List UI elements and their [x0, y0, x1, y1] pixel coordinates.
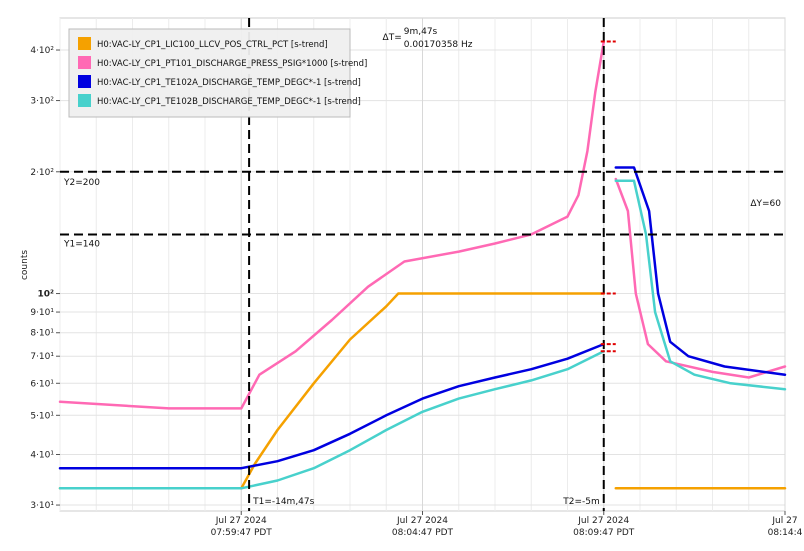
x-axis-ticks: Jul 27 2024 07:59:47 PDT Jul 27 2024 08:04:…: [211, 511, 803, 538]
legend-label-4: H0:VAC-LY_CP1_TE102B_DISCHARGE_TEMP_DEGC…: [97, 97, 361, 107]
x-tick-time: 08:04:47 PDT: [392, 528, 454, 538]
y-tick-label: 3·10¹: [30, 501, 54, 511]
series-line-4: [58, 350, 606, 490]
legend-box: [68, 28, 351, 118]
y-tick-label: 3·10²: [30, 97, 54, 107]
y-axis-ticks: 3·10¹ 4·10¹ 5·10¹ 6·10¹ 7·10¹ 8·10¹ 9·10¹ 10² 2·…: [30, 46, 60, 511]
cursor-y1-label: Y1=140: [63, 239, 100, 249]
legend-label-3: H0:VAC-LY_CP1_TE102A_DISCHARGE_TEMP_DEGC…: [97, 78, 361, 88]
x-tick-time: 07:59:47 PDT: [211, 528, 273, 538]
legend-label-2: H0:VAC-LY_CP1_PT101_DISCHARGE_PRESS_PSIG…: [97, 59, 367, 69]
cursor-t1-label: T1=-14m,47s: [252, 497, 315, 507]
y-tick-label: 2·10²: [30, 168, 54, 178]
legend-label-1: H0:VAC-LY_CP1_LIC100_LLCV_POS_CTRL_PCT […: [97, 40, 328, 50]
legend: H0:VAC-LY_CP1_LIC100_LLCV_POS_CTRL_PCT […: [68, 28, 367, 118]
series-line-2: [58, 40, 606, 410]
series-line-3: [58, 342, 606, 470]
y-tick-label: 5·10¹: [30, 411, 54, 421]
legend-swatch-3: [78, 75, 91, 88]
y-tick-label: 9·10¹: [30, 308, 54, 318]
delta-t-label: 9m,47s: [404, 27, 438, 37]
delta-y-label: ΔY=60: [750, 199, 781, 209]
legend-swatch-2: [78, 56, 91, 69]
y-tick-label: 10²: [38, 290, 55, 300]
cursor-y2-label: Y2=200: [63, 178, 100, 188]
legend-swatch-4: [78, 94, 91, 107]
cursor-t2-label: T2=-5m: [562, 497, 600, 507]
legend-swatch-1: [78, 37, 91, 50]
y-tick-label: 4·10¹: [30, 451, 54, 461]
series-line-1: [58, 292, 606, 490]
series-line-3-after-gap: [614, 166, 787, 376]
series-line-2-after-gap: [614, 177, 787, 379]
x-tick-time: 08:09:47 PDT: [573, 528, 635, 538]
y-axis-label: counts: [20, 250, 30, 280]
cursors: Y1=140 Y2=200 T1=-14m,47s T2=-5m ΔY=60 ΔT=9m,…: [60, 18, 785, 511]
y-tick-label: 8·10¹: [30, 329, 54, 339]
x-tick-date: Jul 27 2024: [215, 516, 267, 526]
delta-t-prefix: ΔT=: [383, 33, 402, 43]
frequency-label: 0.00170358 Hz: [404, 40, 473, 50]
y-tick-label: 7·10¹: [30, 352, 54, 362]
y-tick-label: 6·10¹: [30, 379, 54, 389]
series-lines: [58, 40, 787, 490]
x-tick-date: Jul 27: [771, 516, 797, 526]
x-tick-date: Jul 27 2024: [577, 516, 629, 526]
series-line-4-after-gap: [614, 179, 787, 391]
x-tick-date: Jul 27 2024: [396, 516, 448, 526]
y-tick-label: 4·10²: [30, 46, 54, 56]
x-tick-time: 08:14:4: [768, 528, 803, 538]
